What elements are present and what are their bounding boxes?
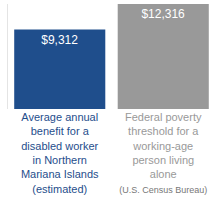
svg-text:$12,316: $12,316 (141, 7, 185, 21)
svg-text:Federal povertythreshold for a: Federal povertythreshold for aworking-ag… (119, 111, 207, 195)
svg-text:Average annualbenefit for adis: Average annualbenefit for adisabled work… (21, 111, 99, 195)
svg-text:$9,312: $9,312 (41, 33, 78, 47)
